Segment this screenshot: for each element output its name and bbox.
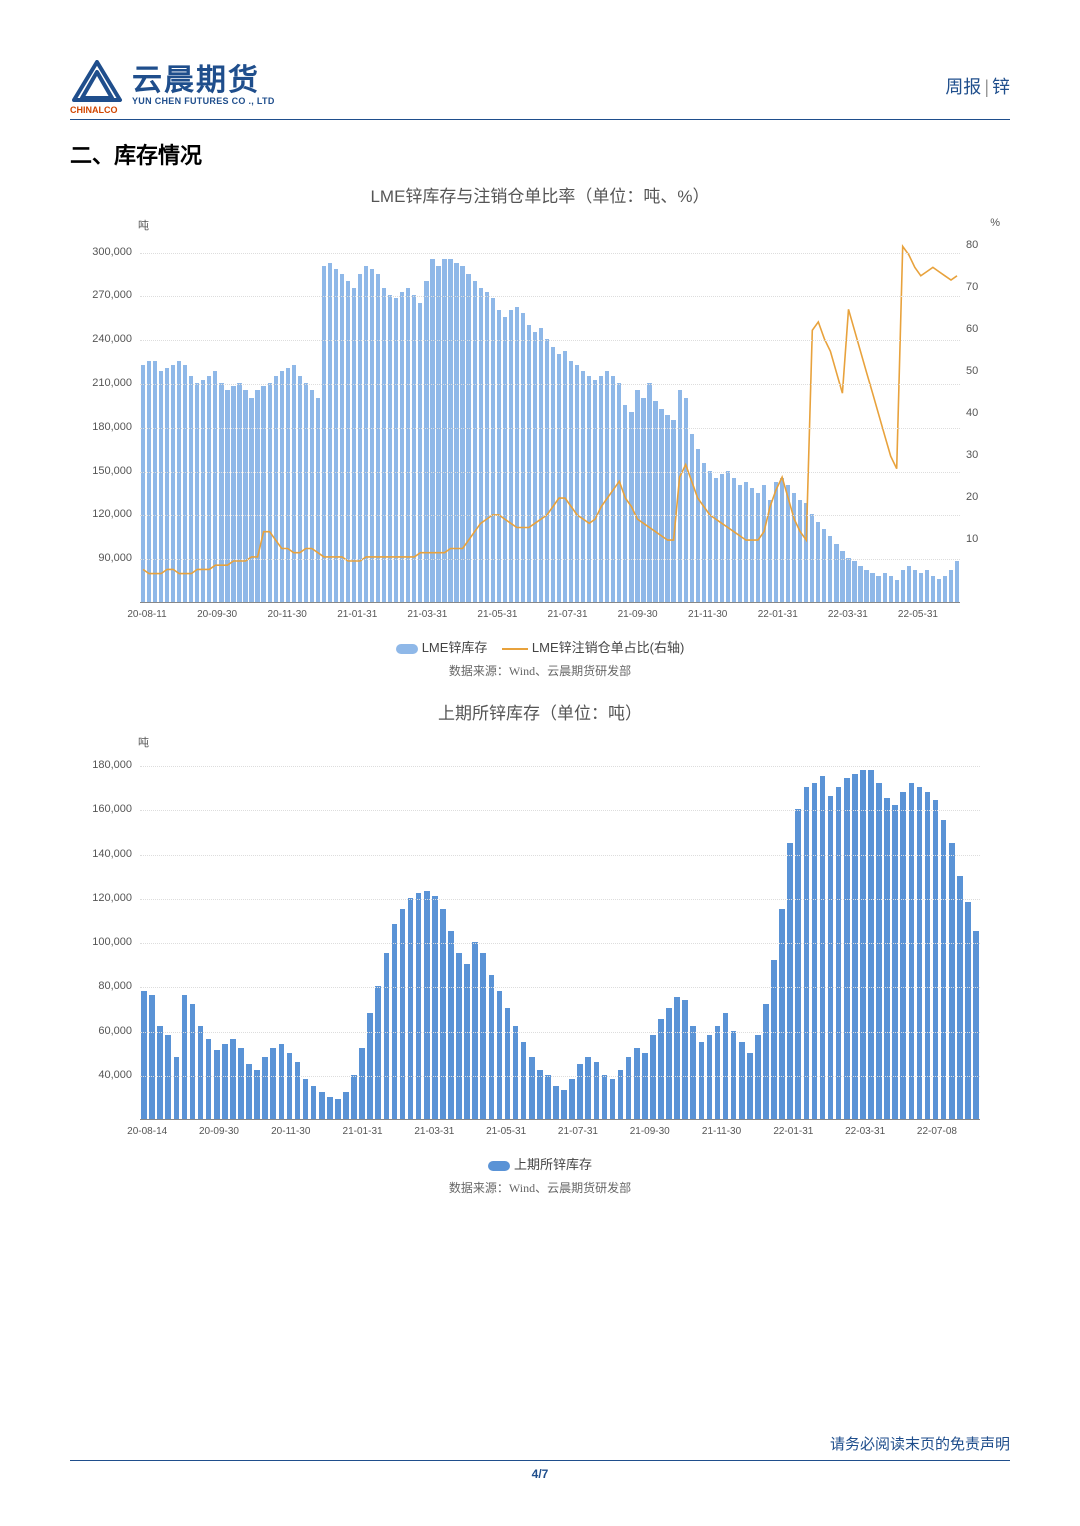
report-type: 周报 — [945, 77, 981, 97]
header-right: 周报|锌 — [945, 73, 1010, 99]
chart-shfe-inventory: 上期所锌库存（单位：吨） 吨40,00060,00080,000100,0001… — [70, 699, 1010, 1196]
page-footer: 请务必阅读末页的免责声明 4/7 — [70, 1433, 1010, 1481]
logo-name-en: YUN CHEN FUTURES CO ., LTD — [132, 97, 275, 107]
section-title: 二、库存情况 — [70, 138, 1010, 170]
chart2-canvas: 吨40,00060,00080,000100,000120,000140,000… — [70, 730, 1010, 1150]
logo-name-cn: 云晨期货 — [132, 64, 275, 97]
chart1-title: LME锌库存与注销仓单比率（单位：吨、%） — [70, 182, 1010, 207]
chart2-source: 数据来源：Wind、云晨期货研发部 — [70, 1179, 1010, 1196]
legend-swatch-bar2 — [488, 1161, 510, 1171]
logo-chinalco: CHINALCO — [70, 105, 118, 115]
report-topic: 锌 — [992, 77, 1010, 97]
logo-triangle-icon — [70, 60, 124, 111]
chart1-canvas: 吨%90,000120,000150,000180,000210,000240,… — [70, 213, 1010, 633]
legend-swatch-bar — [396, 644, 418, 654]
chart2-legend: 上期所锌库存 — [70, 1154, 1010, 1173]
legend-line-label: LME锌注销仓单占比(右轴) — [532, 640, 684, 655]
chart1-legend: LME锌库存 LME锌注销仓单占比(右轴) — [70, 637, 1010, 656]
legend-line-icon — [502, 648, 528, 650]
chart1-source: 数据来源：Wind、云晨期货研发部 — [70, 662, 1010, 679]
chart2-title: 上期所锌库存（单位：吨） — [70, 699, 1010, 724]
legend-bar2-label: 上期所锌库存 — [514, 1157, 592, 1172]
footer-disclaimer: 请务必阅读末页的免责声明 — [70, 1433, 1010, 1454]
logo: 云晨期货 YUN CHEN FUTURES CO ., LTD CHINALCO — [70, 60, 275, 111]
legend-bar-label: LME锌库存 — [422, 640, 488, 655]
page-number: 4/7 — [70, 1467, 1010, 1481]
chart-lme-inventory: LME锌库存与注销仓单比率（单位：吨、%） 吨%90,000120,000150… — [70, 182, 1010, 679]
page-header: 云晨期货 YUN CHEN FUTURES CO ., LTD CHINALCO… — [70, 60, 1010, 120]
